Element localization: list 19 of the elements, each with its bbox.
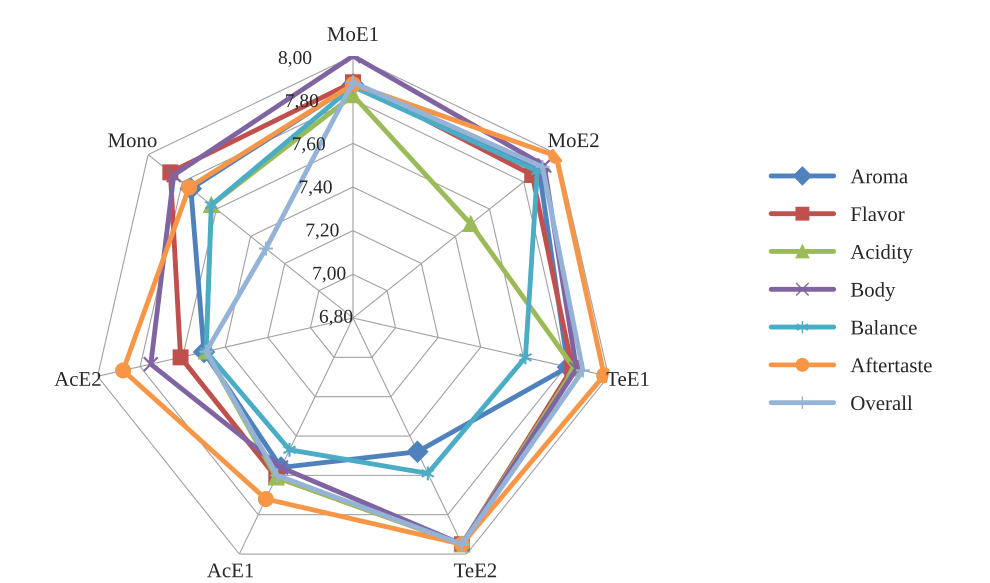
y-tick-label: 7,40	[300, 180, 332, 196]
spoke-label: TeE2	[454, 563, 496, 578]
y-tick-label: 6,80	[320, 310, 352, 326]
legend-label: Aroma	[850, 169, 908, 184]
legend-label: Acidity	[850, 244, 913, 264]
legend-label: Overall	[851, 395, 912, 410]
legend-label: Body	[850, 282, 896, 302]
legend-label: Flavor	[850, 206, 905, 222]
spoke-label: Mono	[108, 133, 157, 148]
spoke-label: MoE2	[548, 133, 598, 148]
y-tick-label: 7,00	[313, 266, 346, 283]
y-tick-label: 7,60	[292, 137, 325, 154]
spoke-label: AcE1	[207, 563, 254, 578]
spoke-label: AcE2	[54, 372, 101, 386]
legend-label: Aftertaste	[850, 358, 932, 372]
spoke-label: MoE1	[328, 27, 378, 42]
y-tick-label: 8,00	[278, 50, 312, 67]
y-tick-label: 7,20	[306, 223, 339, 240]
legend-label: Balance	[850, 320, 917, 335]
